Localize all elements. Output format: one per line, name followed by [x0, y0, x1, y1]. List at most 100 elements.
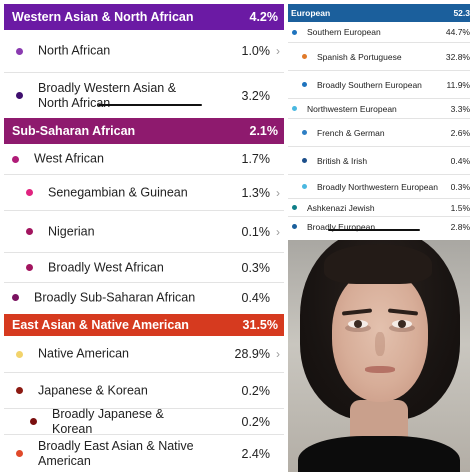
chevron-right-icon[interactable]: ›	[276, 224, 280, 239]
section-header-label: European	[291, 8, 331, 18]
ancestry-row: Japanese & Korean 0.2%	[4, 372, 284, 408]
redaction-scribble	[328, 229, 420, 231]
color-dot-icon	[16, 387, 23, 394]
ancestry-row-percent: 11.9%	[446, 79, 470, 90]
ancestry-row-label: Ashkenazi Jewish	[307, 202, 375, 213]
section-header[interactable]: Western Asian & North African 4.2%	[4, 4, 284, 30]
left-eye-shadow	[345, 324, 371, 332]
ancestry-row: Broadly Western Asian & North African 3.2…	[4, 72, 284, 118]
ancestry-row-label: Broadly East Asian & Native American	[38, 438, 194, 468]
ancestry-row[interactable]: Ashkenazi Jewish 1.5%	[288, 198, 470, 216]
ancestry-row: Broadly West African 0.3%	[4, 252, 284, 282]
ancestry-row-percent: 1.7%	[241, 152, 271, 166]
ancestry-row-percent: 3.2%	[241, 88, 271, 103]
ancestry-row-label: Native American	[38, 346, 130, 361]
section-header-percent: 52.3	[453, 8, 470, 18]
ancestry-row-label: British & Irish	[317, 155, 368, 166]
section-header-label: Western Asian & North African	[12, 10, 194, 24]
right-eye-shadow	[389, 324, 415, 332]
photo-nose	[375, 332, 385, 356]
color-dot-icon	[292, 106, 297, 111]
ancestry-row-percent: 3.3%	[450, 103, 470, 114]
chevron-right-icon[interactable]: ›	[276, 185, 280, 200]
ancestry-row-percent: 32.8%	[445, 51, 470, 62]
ancestry-row-label: Broadly Western Asian & North African	[38, 80, 177, 110]
color-dot-icon	[16, 92, 23, 99]
ancestry-row-label: Senegambian & Guinean	[48, 185, 188, 199]
color-dot-icon	[292, 29, 297, 35]
section-header-percent: 2.1%	[249, 124, 279, 138]
ancestry-row-label: Broadly West African	[48, 260, 164, 274]
section-header[interactable]: European 52.3	[288, 4, 470, 22]
ancestry-row[interactable]: Nigerian 0.1% ›	[4, 210, 284, 252]
ancestry-row: West African 1.7%	[4, 144, 284, 174]
left-eye	[348, 320, 368, 328]
ancestry-row[interactable]: Senegambian & Guinean 1.3% ›	[4, 174, 284, 210]
section-header[interactable]: East Asian & Native American 31.5%	[4, 314, 284, 336]
section-header-label: East Asian & Native American	[12, 318, 189, 332]
ancestry-row-label: French & German	[317, 127, 385, 138]
section-header-label: Sub-Saharan African	[12, 124, 136, 138]
ancestry-row: Broadly Japanese & Korean 0.2%	[4, 406, 284, 436]
color-dot-icon	[302, 82, 307, 87]
ancestry-row-label: Nigerian	[48, 224, 95, 238]
color-dot-icon	[292, 224, 297, 229]
ancestry-row[interactable]: Broadly Southern European 11.9%	[288, 70, 470, 98]
ancestry-row[interactable]: Northwestern European 3.3%	[288, 98, 470, 118]
right-eyebrow	[387, 308, 419, 316]
color-dot-icon	[302, 184, 307, 189]
chevron-right-icon[interactable]: ›	[276, 44, 280, 58]
ancestry-row: Broadly Sub-Saharan African 0.4%	[4, 282, 284, 312]
ancestry-row-percent: 1.0%	[241, 44, 271, 58]
ancestry-row-label: Broadly European	[307, 221, 376, 232]
color-dot-icon	[292, 205, 297, 210]
ancestry-row-percent: 1.3%	[241, 185, 271, 200]
color-dot-icon	[30, 418, 37, 425]
ancestry-row-label: North African	[38, 43, 111, 58]
ancestry-row-percent: 2.6%	[450, 127, 470, 138]
ancestry-row[interactable]: Southern European 44.7%	[288, 22, 470, 42]
color-dot-icon	[26, 189, 33, 196]
ancestry-row-percent: 1.5%	[450, 202, 470, 213]
left-eyebrow	[341, 308, 373, 316]
ancestry-row-label: Spanish & Portuguese	[317, 51, 402, 62]
right-eye	[392, 320, 412, 328]
ancestry-row-label: Japanese & Korean	[38, 383, 148, 397]
chevron-right-icon[interactable]: ›	[276, 347, 280, 361]
color-dot-icon	[26, 228, 33, 235]
ancestry-row-percent: 0.2%	[241, 414, 271, 429]
ancestry-row-percent: 0.3%	[241, 260, 271, 275]
redaction-scribble	[98, 104, 202, 106]
color-dot-icon	[12, 294, 19, 301]
color-dot-icon	[302, 54, 307, 59]
photo-mouth	[365, 366, 395, 373]
ancestry-row[interactable]: British & Irish 0.4%	[288, 146, 470, 174]
ancestry-row-percent: 0.2%	[241, 383, 271, 398]
color-dot-icon	[302, 130, 307, 135]
color-dot-icon	[16, 450, 23, 457]
ancestry-row-label: West African	[34, 151, 104, 166]
ancestry-row-percent: 2.4%	[241, 446, 271, 461]
ancestry-row-label: Broadly Northwestern European	[317, 181, 438, 192]
ancestry-row: Broadly East Asian & Native American 2.4%	[4, 434, 284, 472]
ancestry-row-percent: 0.1%	[241, 224, 271, 239]
color-dot-icon	[12, 155, 19, 163]
ancestry-row-label: Broadly Southern European	[317, 79, 422, 90]
ancestry-row[interactable]: Native American 28.9% ›	[4, 336, 284, 372]
ancestry-row[interactable]: French & German 2.6%	[288, 118, 470, 146]
ancestry-row[interactable]: Spanish & Portuguese 32.8%	[288, 42, 470, 70]
ancestry-row-label: Broadly Japanese & Korean	[52, 406, 164, 436]
ancestry-row[interactable]: North African 1.0% ›	[4, 30, 284, 72]
ancestry-row[interactable]: Broadly European 2.8%	[288, 216, 470, 236]
ancestry-row-percent: 0.3%	[450, 181, 470, 192]
color-dot-icon	[16, 350, 23, 358]
ancestry-row-percent: 0.4%	[241, 290, 271, 305]
color-dot-icon	[26, 264, 33, 271]
ancestry-row[interactable]: Broadly Northwestern European 0.3%	[288, 174, 470, 198]
ancestry-breakdown-european-panel: European 52.3 Southern European 44.7% Spanis…	[288, 4, 470, 236]
color-dot-icon	[302, 158, 307, 163]
section-header[interactable]: Sub-Saharan African 2.1%	[4, 118, 284, 144]
photo-shirt	[298, 436, 460, 472]
ancestry-row-percent: 0.4%	[450, 155, 470, 166]
photo-face	[332, 270, 428, 402]
